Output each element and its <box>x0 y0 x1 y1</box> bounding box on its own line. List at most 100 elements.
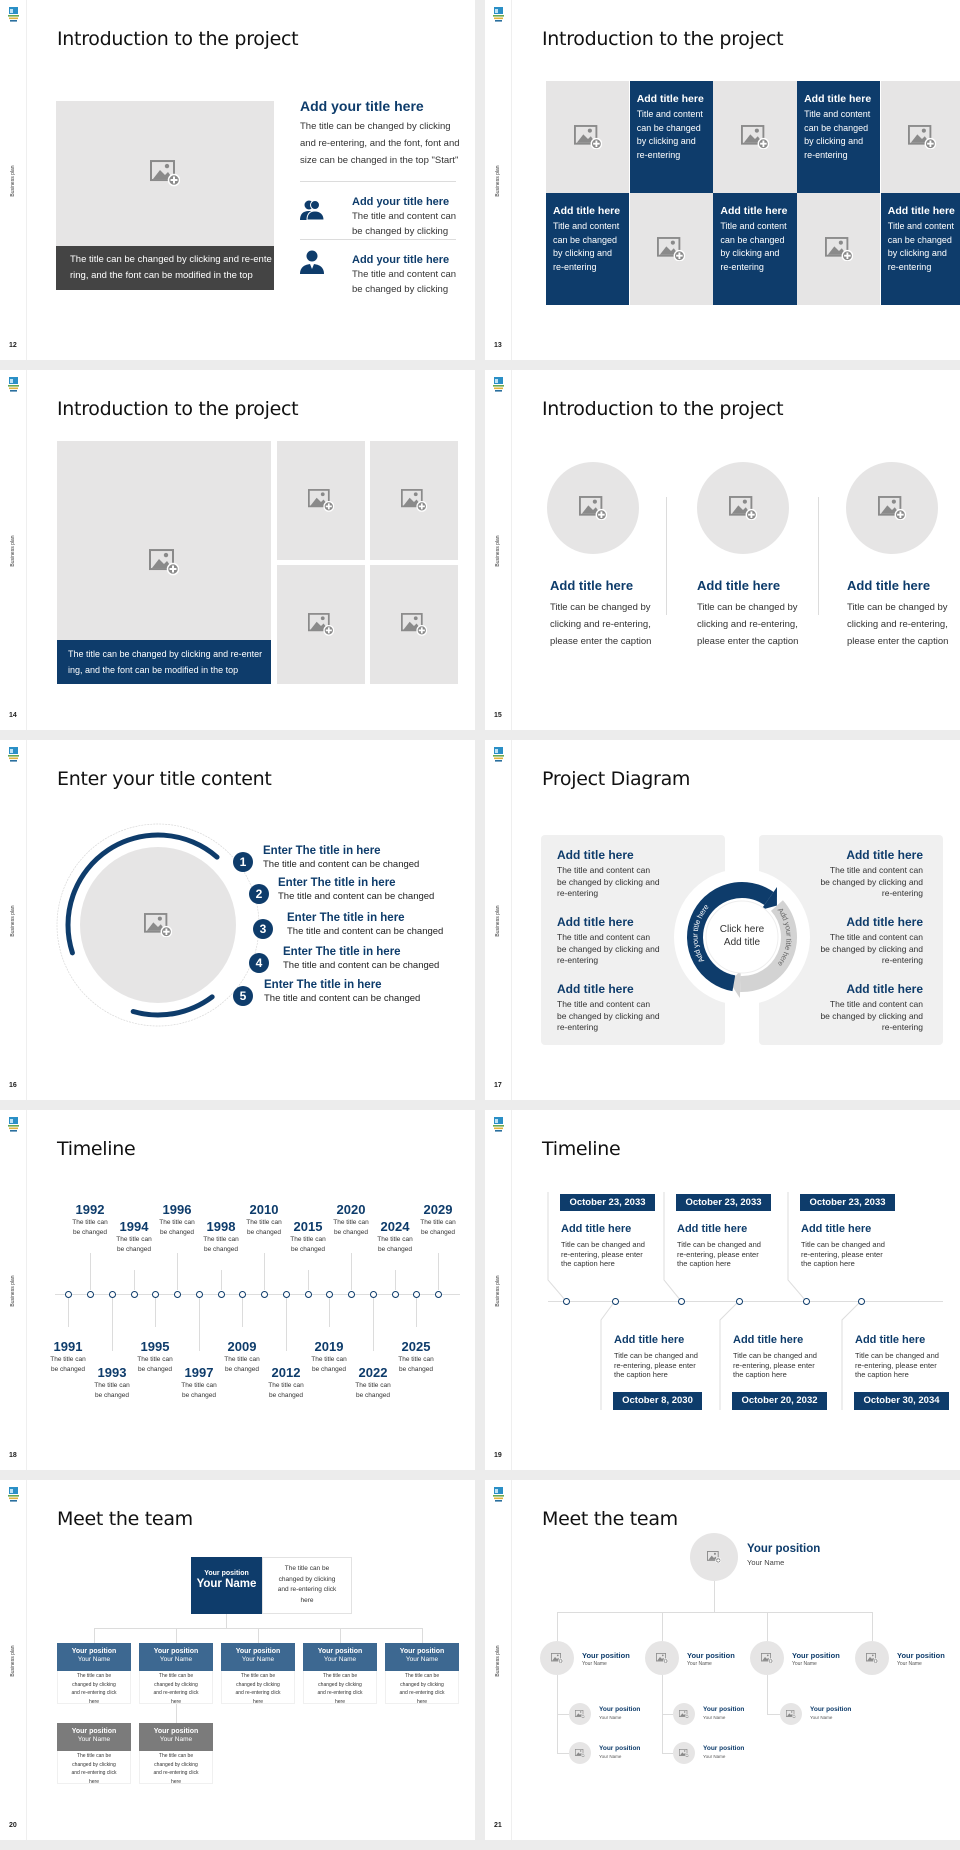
content-tile[interactable]: Add title here Title and content can be c… <box>629 81 713 193</box>
event-year: 2029 <box>423 1202 453 1217</box>
slide-13[interactable]: Introduction to the project Business plan… <box>485 0 960 360</box>
member-header[interactable]: Your position Your Name <box>139 1643 213 1671</box>
image-placeholder[interactable] <box>713 81 797 193</box>
date-badge: October 23, 2033 <box>560 1194 655 1211</box>
card-title: Add title here <box>550 578 634 593</box>
slide-19[interactable]: Timeline Business plan 19 October 23, 2033 A… <box>485 1110 960 1470</box>
avatar-placeholder[interactable] <box>690 1533 738 1581</box>
content-tile[interactable]: Add title here Title and content can be c… <box>546 193 630 305</box>
event-body: The title can be changed <box>311 1356 347 1373</box>
avatar-placeholder[interactable] <box>855 1641 889 1675</box>
image-placeholder[interactable] <box>547 462 639 554</box>
member-header[interactable]: Your position Your Name <box>57 1643 131 1671</box>
timeline-node[interactable] <box>802 1297 810 1305</box>
timeline-node[interactable] <box>65 1291 72 1298</box>
timeline-node[interactable] <box>261 1291 268 1298</box>
slide-21[interactable]: Meet the team Business plan 21 Your positio… <box>485 1480 960 1840</box>
member-header[interactable]: Your position Your Name <box>57 1723 131 1751</box>
timeline-node[interactable] <box>370 1291 377 1298</box>
divider <box>818 497 819 615</box>
image-placeholder[interactable] <box>80 847 236 1003</box>
timeline-node[interactable] <box>174 1291 181 1298</box>
connector-line <box>662 1714 673 1715</box>
image-placeholder[interactable] <box>629 193 713 305</box>
timeline-node[interactable] <box>87 1291 94 1298</box>
slide-12[interactable]: Introduction to the project Business plan… <box>0 0 475 360</box>
timeline-node[interactable] <box>131 1291 138 1298</box>
image-add-icon <box>707 1550 721 1564</box>
image-placeholder[interactable] <box>846 462 938 554</box>
avatar-placeholder[interactable] <box>569 1742 591 1764</box>
timeline-node[interactable] <box>196 1291 203 1298</box>
item-body: The title and content can be changed by … <box>557 999 660 1033</box>
content-tile[interactable]: Add title here Title and content can be c… <box>797 81 881 193</box>
slide-16[interactable]: Enter your title content Business plan 16 1… <box>0 740 475 1100</box>
image-placeholder[interactable] <box>546 81 630 193</box>
member-name: Your Name <box>323 1656 357 1663</box>
image-placeholder[interactable] <box>880 81 960 193</box>
member-name: Your Name <box>599 1715 622 1720</box>
avatar-placeholder[interactable] <box>645 1641 679 1675</box>
lead-card[interactable]: Your position Your Name <box>191 1557 262 1614</box>
member-name: Your Name <box>405 1656 439 1663</box>
member-header[interactable]: Your position Your Name <box>385 1643 459 1671</box>
connector-line <box>340 1628 341 1643</box>
image-placeholder[interactable] <box>277 565 365 684</box>
image-placeholder[interactable] <box>697 462 789 554</box>
slide-18[interactable]: Timeline Business plan 18 1991 The title can… <box>0 1110 475 1470</box>
content-tile[interactable]: Add title here Title and content can be c… <box>880 193 960 305</box>
timeline-node[interactable] <box>305 1291 312 1298</box>
avatar-placeholder[interactable] <box>750 1641 784 1675</box>
timeline-node[interactable] <box>348 1291 355 1298</box>
timeline-node[interactable] <box>435 1291 442 1298</box>
image-placeholder[interactable] <box>277 441 365 560</box>
member-header[interactable]: Your position Your Name <box>221 1643 295 1671</box>
slide-20[interactable]: Meet the team Business plan 20 Your positio… <box>0 1480 475 1840</box>
image-placeholder[interactable] <box>797 193 881 305</box>
timeline-node[interactable] <box>413 1291 420 1298</box>
avatar-placeholder[interactable] <box>569 1703 591 1725</box>
event-body: The title can be changed <box>420 1219 456 1236</box>
connector-line <box>557 1612 872 1613</box>
slide-14[interactable]: Introduction to the project Business plan… <box>0 370 475 730</box>
timeline-node[interactable] <box>218 1291 225 1298</box>
timeline-node[interactable] <box>857 1297 865 1305</box>
image-placeholder[interactable] <box>56 101 274 246</box>
divider <box>300 239 456 240</box>
item-body: The title and content can be changed <box>287 926 444 937</box>
slide-15[interactable]: Introduction to the project Business plan… <box>485 370 960 730</box>
slide-17[interactable]: Project Diagram Business plan 17 Add title … <box>485 740 960 1100</box>
timeline-node[interactable] <box>735 1297 743 1305</box>
member-position: Your position <box>687 1651 735 1660</box>
item-title: Add title here <box>557 915 634 929</box>
timeline-node[interactable] <box>109 1291 116 1298</box>
timeline-node[interactable] <box>611 1297 619 1305</box>
timeline-node[interactable] <box>326 1291 333 1298</box>
cycle-arrow-gray <box>740 900 797 992</box>
image-placeholder[interactable] <box>370 441 458 560</box>
avatar-placeholder[interactable] <box>673 1742 695 1764</box>
member-position: Your position <box>71 1648 117 1655</box>
tile-title: Add title here <box>553 205 621 217</box>
member-header[interactable]: Your position Your Name <box>139 1723 213 1751</box>
connectors <box>547 1192 862 1410</box>
timeline-node[interactable] <box>392 1291 399 1298</box>
center-title[interactable]: Click here Add title <box>707 923 777 949</box>
member-description: The title can be changed by clicking and… <box>57 1671 131 1704</box>
timeline-node[interactable] <box>152 1291 159 1298</box>
timeline-node[interactable] <box>239 1291 246 1298</box>
image-placeholder[interactable] <box>370 565 458 684</box>
avatar-placeholder[interactable] <box>540 1641 574 1675</box>
event-body: The title can be changed <box>203 1236 239 1253</box>
avatar-placeholder[interactable] <box>673 1703 695 1725</box>
event-year: 1995 <box>140 1339 170 1354</box>
member-name: Your Name <box>810 1715 833 1720</box>
avatar-placeholder[interactable] <box>780 1703 802 1725</box>
event-year: 2012 <box>271 1365 301 1380</box>
connector-line <box>663 1192 682 1302</box>
timeline-node[interactable] <box>677 1297 685 1305</box>
content-tile[interactable]: Add title here Title and content can be c… <box>713 193 797 305</box>
timeline-node[interactable] <box>562 1297 570 1305</box>
timeline-node[interactable] <box>283 1291 290 1298</box>
member-header[interactable]: Your position Your Name <box>303 1643 377 1671</box>
